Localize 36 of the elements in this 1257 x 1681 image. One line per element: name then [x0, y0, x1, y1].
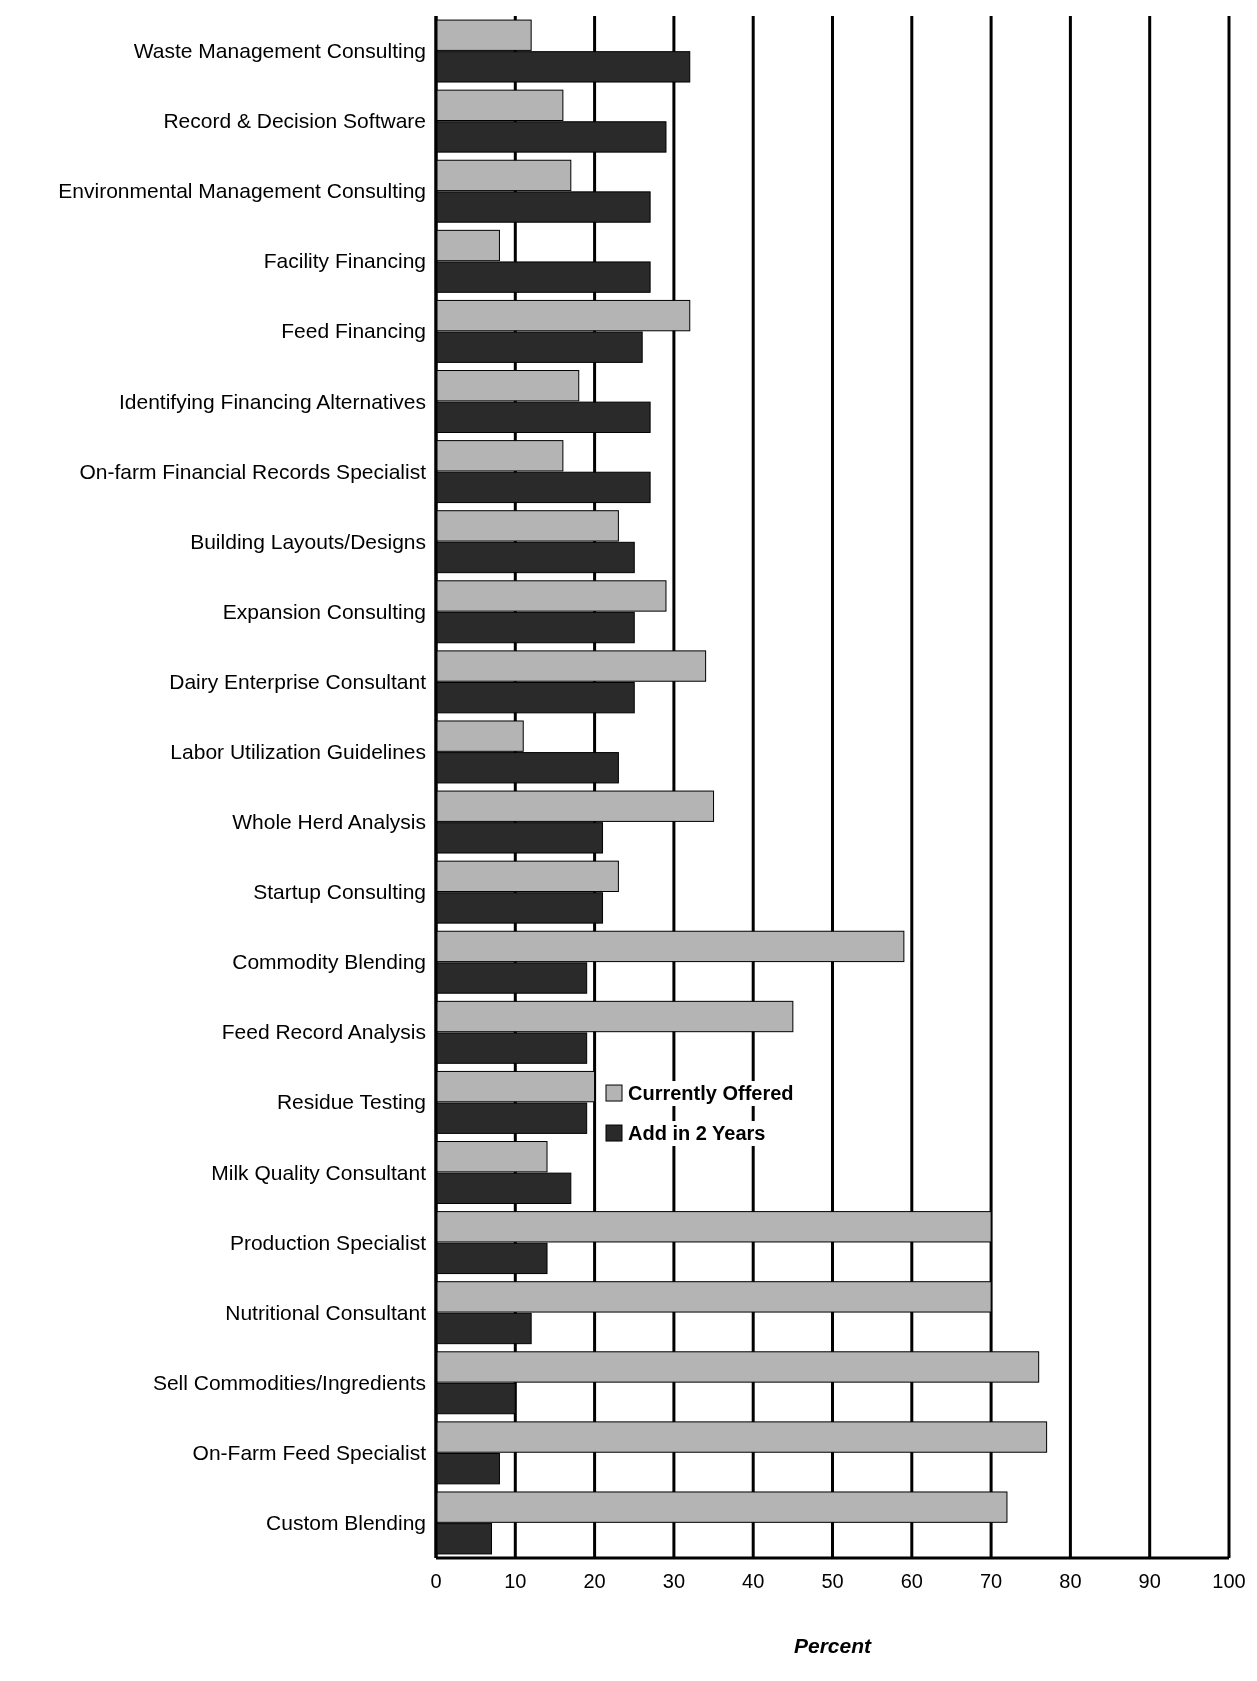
y-tick-label: Startup Consulting [253, 880, 426, 904]
x-axis-title: Percent [793, 1634, 873, 1657]
y-tick-label: Record & Decision Software [163, 109, 426, 133]
y-tick-label: Waste Management Consulting [133, 39, 426, 63]
y-tick-label: On-farm Financial Records Specialist [79, 459, 427, 483]
x-tick-label: 100 [1212, 1570, 1246, 1592]
x-tick-label: 70 [979, 1570, 1003, 1592]
x-tick-label: 60 [900, 1570, 923, 1592]
y-tick-label: Residue Testing [276, 1090, 426, 1114]
y-tick-label: Commodity Blending [232, 950, 426, 974]
y-tick-label: Building Layouts/Designs [190, 529, 426, 553]
y-tick-label: Whole Herd Analysis [232, 810, 426, 834]
x-tick-label: 80 [1059, 1570, 1082, 1592]
y-tick-label: Milk Quality Consultant [211, 1160, 427, 1184]
legend-label: Add in 2 Years [628, 1122, 766, 1145]
y-tick-label: Expansion Consulting [222, 599, 426, 623]
y-tick-label: Identifying Financing Alternatives [118, 389, 426, 413]
y-tick-label: Feed Record Analysis [221, 1020, 426, 1044]
x-tick-label: 30 [662, 1570, 686, 1592]
x-tick-label: 10 [504, 1570, 527, 1592]
y-tick-label: On-Farm Feed Specialist [192, 1440, 427, 1464]
y-tick-label: Sell Commodities/Ingredients [152, 1370, 426, 1394]
x-tick-label: 50 [821, 1570, 844, 1592]
y-tick-label: Facility Financing [263, 249, 426, 273]
y-tick-label: Dairy Enterprise Consultant [169, 669, 427, 693]
y-tick-label: Nutritional Consultant [225, 1300, 427, 1324]
x-tick-label: 90 [1138, 1570, 1161, 1592]
y-tick-label: Environmental Management Consulting [58, 179, 426, 203]
x-tick-label: 40 [742, 1570, 765, 1592]
y-tick-label: Production Specialist [229, 1230, 427, 1254]
legend-label: Currently Offered [628, 1082, 794, 1105]
y-tick-label: Feed Financing [281, 319, 426, 343]
x-tick-label: 20 [583, 1570, 606, 1592]
y-tick-label: Custom Blending [266, 1510, 426, 1534]
x-tick-label: 0 [430, 1570, 442, 1592]
y-tick-label: Labor Utilization Guidelines [170, 739, 426, 763]
